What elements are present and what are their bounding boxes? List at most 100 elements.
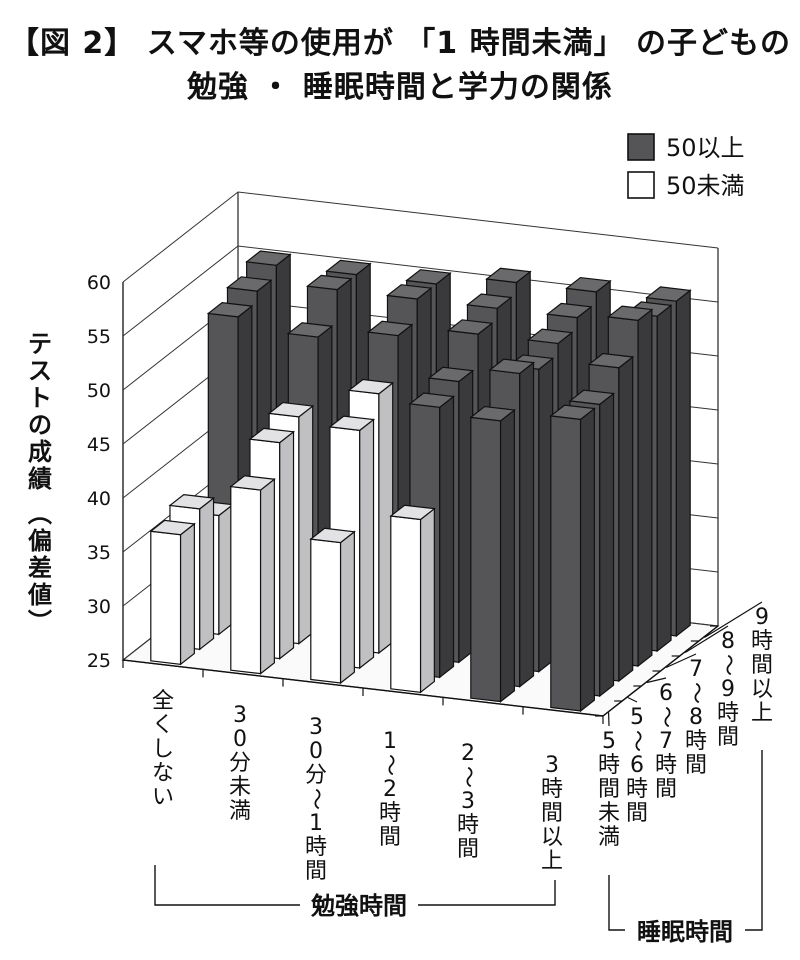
svg-text:な: な [152,761,174,786]
svg-text:時: 時 [626,777,648,802]
svg-text:し: し [152,737,174,762]
svg-text:分: 分 [229,751,251,776]
svg-text:1: 1 [383,729,397,754]
svg-text:時: 時 [717,701,739,726]
svg-text:8: 8 [689,705,703,730]
depth-axis-title: 睡眠時間 [637,918,733,946]
svg-text:0: 0 [233,727,247,752]
x-axis-title: 勉強時間 [310,892,407,920]
svg-text:）: ） [25,609,53,633]
svg-text:時: 時 [685,729,707,754]
svg-text:〜: 〜 [455,766,480,788]
svg-text:7: 7 [659,729,673,754]
svg-text:分: 分 [305,763,327,788]
svg-text:8: 8 [721,629,735,654]
y-tick-label: 35 [87,542,111,564]
svg-text:上: 上 [751,701,773,726]
legend: 50以上 50未満 [627,133,745,200]
svg-text:績: 績 [28,465,52,493]
legend-swatch [627,133,655,161]
legend-label: 50未満 [666,172,745,200]
svg-text:間: 間 [541,801,563,826]
svg-text:上: 上 [541,849,563,874]
svg-text:未: 未 [229,775,251,800]
bar [389,504,436,694]
y-axis-ticks: 25 30 35 40 45 50 55 60 [87,272,719,724]
svg-text:〜: 〜 [683,682,708,704]
svg-text:満: 満 [229,799,251,824]
x-axis-bracket: 勉強時間 [154,865,556,920]
depth-category-label: 8〜9時間 [715,629,740,750]
svg-text:時: 時 [457,813,479,838]
depth-category-label: 5〜6時間 [624,705,649,826]
x-category-label: 30分〜1時間 [303,715,328,884]
svg-text:間: 間 [751,653,773,678]
svg-text:ス: ス [28,357,52,385]
svg-text:成: 成 [28,438,52,466]
y-tick-label: 25 [87,650,111,672]
svg-text:時: 時 [541,777,563,802]
bar [229,475,276,675]
chart-title: 【図 2】 スマホ等の使用が 「1 時間未満」 の子どもの [8,26,792,61]
y-tick-label: 45 [87,434,111,456]
svg-text:6: 6 [659,681,673,706]
svg-text:〜: 〜 [653,706,678,728]
svg-text:間: 間 [626,801,648,826]
svg-text:間: 間 [685,753,707,778]
y-tick-label: 55 [87,326,111,348]
svg-text:〜: 〜 [303,788,328,810]
svg-text:3: 3 [309,715,323,740]
depth-axis-bracket: 睡眠時間 [608,750,763,946]
svg-text:時: 時 [751,629,773,654]
depth-category-label: 6〜7時間 [653,681,678,802]
x-category-label: 2〜3時間 [455,741,480,862]
svg-text:テ: テ [28,330,52,358]
svg-text:3: 3 [461,789,475,814]
svg-text:2: 2 [461,741,475,766]
svg-text:間: 間 [598,777,620,802]
bar [309,527,356,685]
chart-subtitle: 勉強 ・ 睡眠時間と学力の関係 [187,70,613,105]
y-tick-label: 40 [87,488,111,510]
svg-text:の: の [28,411,52,439]
svg-text:0: 0 [309,739,323,764]
legend-item: 50以上 [627,133,745,162]
svg-text:間: 間 [379,825,401,850]
svg-text:5: 5 [630,705,644,730]
svg-text:ト: ト [28,384,52,412]
y-tick-label: 30 [87,596,111,618]
svg-text:9: 9 [721,677,735,702]
svg-text:時: 時 [379,801,401,826]
bar [149,519,196,666]
legend-label: 50以上 [666,134,745,162]
svg-text:〜: 〜 [377,754,402,776]
svg-text:〜: 〜 [715,654,740,676]
svg-text:間: 間 [457,837,479,862]
svg-text:7: 7 [689,657,703,682]
depth-category-label: 7〜8時間 [683,657,708,778]
svg-text:5: 5 [602,729,616,754]
bar-group [149,250,692,713]
legend-item: 50未満 [627,171,745,200]
svg-text:全: 全 [152,689,174,714]
svg-text:以: 以 [751,677,773,702]
svg-text:時: 時 [655,753,677,778]
y-tick-label: 60 [87,272,111,294]
bar [469,405,516,703]
svg-text:以: 以 [541,825,563,850]
svg-text:差: 差 [28,554,52,582]
bar [549,404,596,713]
svg-text:満: 満 [598,825,620,850]
svg-text:2: 2 [383,777,397,802]
svg-text:く: く [152,713,174,738]
